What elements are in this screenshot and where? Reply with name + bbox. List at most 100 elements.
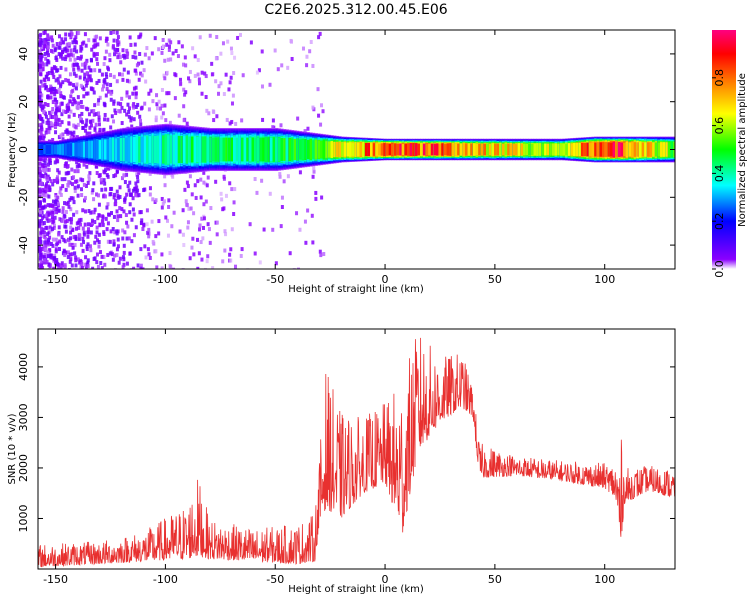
noise-cell <box>174 48 178 53</box>
noise-cell <box>132 233 136 238</box>
noise-cell <box>38 222 42 227</box>
noise-cell <box>190 192 194 197</box>
ridge-cell <box>604 142 608 157</box>
spectrogram-heatmap <box>38 30 675 269</box>
noise-cell <box>316 87 320 92</box>
noise-cell <box>136 263 140 268</box>
noise-cell <box>54 122 58 127</box>
ridge-cell <box>494 143 498 156</box>
noise-cell <box>207 111 211 116</box>
noise-cell <box>57 247 61 252</box>
x-tick-label: -100 <box>153 273 178 286</box>
noise-cell <box>44 243 48 248</box>
noise-cell <box>187 206 191 211</box>
ridge-cell <box>662 142 666 157</box>
noise-cell <box>84 60 88 65</box>
noise-cell <box>125 90 129 95</box>
noise-cell <box>197 81 201 86</box>
noise-cell <box>198 35 202 40</box>
noise-cell <box>188 256 192 261</box>
ridge-cell <box>667 142 672 157</box>
noise-cell <box>95 57 99 62</box>
ridge-cell <box>623 142 627 157</box>
ridge-cell <box>243 137 247 162</box>
noise-cell <box>121 77 125 82</box>
noise-cell <box>52 206 56 211</box>
noise-cell <box>87 174 91 179</box>
noise-cell <box>125 93 129 98</box>
noise-cell <box>303 129 307 134</box>
noise-cell <box>66 255 70 260</box>
noise-cell <box>81 236 85 241</box>
noise-cell <box>57 225 61 230</box>
ridge-cell <box>554 143 558 156</box>
noise-cell <box>110 114 114 119</box>
noise-cell <box>54 118 58 123</box>
noise-cell <box>98 68 102 73</box>
ridge-cell <box>599 142 603 157</box>
noise-cell <box>172 210 176 215</box>
noise-cell <box>59 65 63 70</box>
ridge-cell <box>617 142 622 157</box>
ridge-cell <box>254 137 258 162</box>
noise-cell <box>108 239 112 244</box>
noise-cell <box>75 221 79 226</box>
noise-cell <box>230 119 234 124</box>
noise-cell <box>208 33 212 38</box>
noise-cell <box>138 118 142 123</box>
ridge-cell <box>317 140 321 159</box>
noise-cell <box>156 106 160 111</box>
noise-cell <box>95 252 99 257</box>
noise-cell <box>182 87 186 92</box>
noise-cell <box>116 55 120 60</box>
noise-cell <box>39 210 43 215</box>
snr-series-line <box>38 337 675 568</box>
ridge-cell <box>488 143 492 156</box>
noise-cell <box>215 232 219 237</box>
noise-cell <box>61 56 65 61</box>
noise-cell <box>60 120 64 125</box>
noise-cell <box>50 66 54 71</box>
noise-cell <box>112 119 116 124</box>
noise-cell <box>81 208 85 213</box>
noise-cell <box>46 87 50 92</box>
noise-cell <box>83 72 87 77</box>
noise-cell <box>222 174 226 179</box>
ridge-cell <box>269 137 274 162</box>
noise-cell <box>186 220 190 225</box>
noise-cell <box>129 42 133 47</box>
noise-cell <box>76 184 80 189</box>
noise-cell <box>160 50 164 55</box>
noise-cell <box>261 117 265 122</box>
noise-cell <box>51 100 55 105</box>
noise-cell <box>48 203 52 208</box>
noise-cell <box>206 175 210 180</box>
noise-cell <box>241 73 245 78</box>
noise-cell <box>100 72 104 77</box>
noise-cell <box>78 114 82 119</box>
ridge-cell <box>59 144 63 155</box>
noise-cell <box>69 30 73 35</box>
ridge-cell <box>262 137 266 162</box>
noise-cell <box>70 242 74 247</box>
noise-cell <box>151 99 155 104</box>
noise-cell <box>161 38 165 43</box>
noise-cell <box>197 251 201 256</box>
noise-cell <box>50 210 54 215</box>
noise-cell <box>58 105 62 110</box>
noise-cell <box>44 130 48 135</box>
noise-cell <box>41 164 45 169</box>
noise-cell <box>116 214 120 219</box>
noise-cell <box>59 93 63 98</box>
noise-cell <box>226 39 230 44</box>
noise-cell <box>79 83 83 88</box>
noise-cell <box>38 236 42 241</box>
noise-cell <box>96 101 100 106</box>
noise-cell <box>54 199 58 204</box>
ridge-cell <box>301 139 305 160</box>
ridge-cell <box>85 141 89 158</box>
noise-cell <box>92 181 96 186</box>
noise-cell <box>85 244 89 249</box>
noise-cell <box>61 50 65 55</box>
